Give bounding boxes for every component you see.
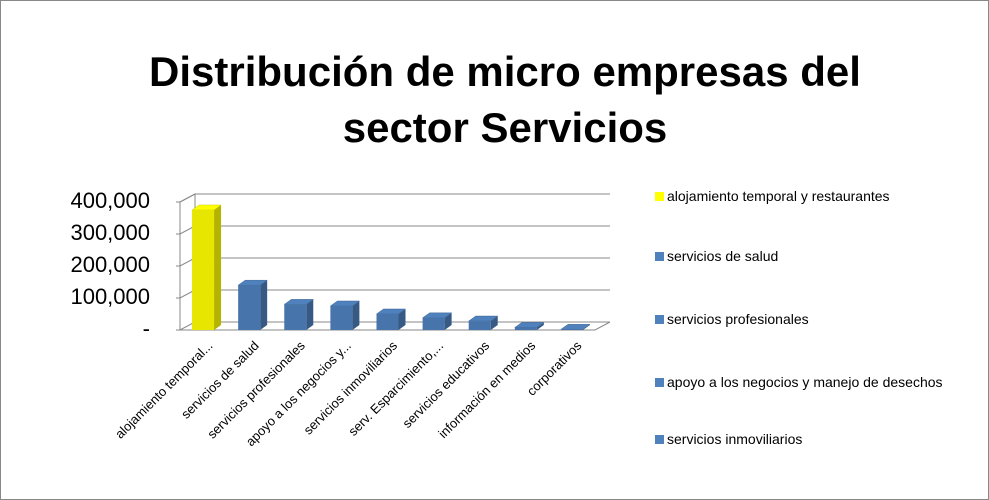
bar-front	[238, 285, 261, 330]
legend-swatch	[655, 435, 664, 444]
legend-swatch	[655, 378, 664, 387]
y-tick-label: -	[143, 316, 150, 341]
y-tick-label: 300,000	[70, 220, 150, 245]
bar	[421, 312, 453, 330]
legend-entry: alojamiento temporal y restaurantes	[655, 186, 989, 206]
bar-side	[398, 309, 406, 330]
bar-front	[284, 304, 307, 330]
bar-front	[192, 210, 215, 330]
legend-label: alojamiento temporal y restaurantes	[667, 188, 890, 204]
bar-side	[214, 205, 222, 330]
legend-label: servicios inmoviliarios	[667, 431, 803, 447]
grid-line	[176, 257, 610, 267]
bar-front	[422, 317, 445, 330]
bar	[329, 300, 361, 330]
legend-entry: servicios de salud	[655, 246, 989, 266]
legend-label: apoyo a los negocios y manejo de desecho…	[667, 374, 943, 390]
bar	[514, 322, 545, 330]
bar-side	[260, 280, 268, 330]
bar-front	[514, 327, 537, 330]
bar-side	[490, 316, 498, 330]
chart-title: sector Servicios	[343, 104, 668, 151]
legend-entry: servicios inmoviliarios	[655, 429, 989, 449]
bar-side	[306, 299, 314, 330]
bar	[560, 324, 591, 330]
bar-side	[536, 322, 544, 330]
bar	[283, 299, 315, 330]
bar	[467, 315, 499, 330]
grid-line	[176, 225, 610, 235]
grid-line	[176, 193, 610, 203]
bar-front	[468, 321, 491, 330]
legend-label: servicios de salud	[667, 248, 779, 264]
chart-title: Distribución de micro empresas del	[149, 48, 861, 95]
legend-label: servicios profesionales	[667, 311, 809, 327]
legend-swatch	[655, 252, 664, 261]
legend-swatch	[655, 192, 664, 201]
legend-entry: servicios profesionales	[655, 309, 989, 329]
y-tick-label: 100,000	[70, 284, 150, 309]
y-tick-label: 400,000	[70, 188, 150, 213]
bar	[191, 204, 222, 330]
bar-front	[560, 329, 583, 330]
bar-side	[444, 312, 452, 330]
grid-line	[176, 289, 610, 299]
legend-swatch	[655, 315, 664, 324]
bar-front	[330, 306, 353, 330]
bar	[237, 279, 268, 330]
axis-floor	[180, 321, 611, 331]
bar-side	[352, 301, 360, 330]
y-tick-label: 200,000	[70, 252, 150, 277]
bar-front	[376, 314, 399, 330]
bar	[375, 308, 407, 330]
legend-entry: apoyo a los negocios y manejo de desecho…	[655, 372, 989, 392]
